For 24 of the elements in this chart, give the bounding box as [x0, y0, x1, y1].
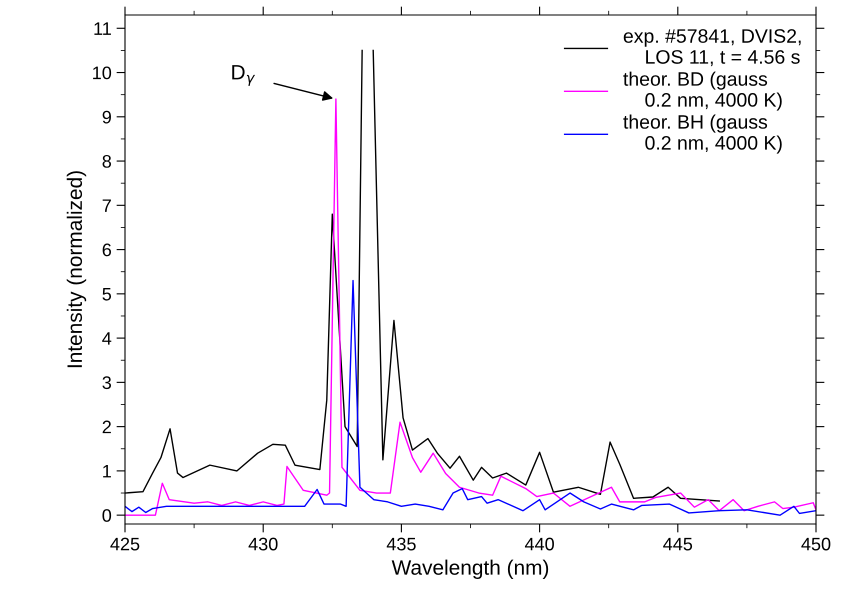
- x-tick-label: 450: [801, 538, 830, 550]
- x-axis-title: Wavelength (nm): [392, 560, 548, 579]
- y-tick-label: 10: [93, 66, 112, 80]
- y-tick-label: 6: [102, 244, 112, 256]
- line-series: [125, 280, 816, 516]
- x-tick-label: 425: [110, 538, 140, 550]
- y-tick-label: 2: [102, 420, 111, 434]
- y-tick-label: 11: [94, 22, 111, 35]
- y-tick-label: 8: [102, 154, 112, 168]
- y-tick-label: 1: [103, 465, 111, 478]
- y-tick-label: 5: [102, 288, 112, 301]
- y-tick-label: 9: [102, 110, 111, 124]
- x-tick-label: 440: [524, 538, 554, 550]
- y-tick-label: 3: [102, 376, 112, 390]
- x-tick-label: 430: [248, 538, 278, 550]
- annotation: D$_{γ}$: [232, 65, 256, 86]
- y-tick-label: 4: [102, 332, 112, 345]
- y-tick-label: 7: [102, 199, 111, 212]
- y-tick-label: 0: [102, 509, 112, 522]
- y-axis-title: Intensity (normalized): [66, 171, 86, 368]
- legend-label: theor. BD (gauss 0.2 nm, 4000 K): [623, 72, 782, 111]
- x-tick-label: 445: [663, 538, 692, 550]
- x-tick-label: 435: [386, 538, 416, 550]
- legend-label: theor. BH (gauss 0.2 nm, 4000 K): [623, 114, 782, 154]
